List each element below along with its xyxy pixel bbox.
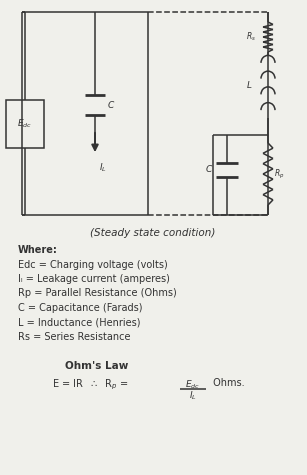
Text: C = Capacitance (Farads): C = Capacitance (Farads) bbox=[18, 303, 142, 313]
Text: $R_p$: $R_p$ bbox=[274, 168, 285, 180]
Text: L = Inductance (Henries): L = Inductance (Henries) bbox=[18, 317, 141, 327]
Text: Edc = Charging voltage (volts): Edc = Charging voltage (volts) bbox=[18, 259, 168, 269]
Text: Where:: Where: bbox=[18, 245, 58, 255]
Text: C: C bbox=[108, 101, 114, 110]
Text: Ohm's Law: Ohm's Law bbox=[65, 361, 128, 371]
Text: E = IR  $\therefore$  R$_p$ =: E = IR $\therefore$ R$_p$ = bbox=[52, 378, 128, 392]
Text: L: L bbox=[247, 82, 252, 91]
Text: Iₗ = Leakage current (amperes): Iₗ = Leakage current (amperes) bbox=[18, 274, 170, 284]
Text: Rp = Parallel Resistance (Ohms): Rp = Parallel Resistance (Ohms) bbox=[18, 288, 177, 298]
Text: C: C bbox=[206, 165, 212, 174]
Text: Ohms.: Ohms. bbox=[210, 379, 245, 389]
Text: $I_L$: $I_L$ bbox=[99, 161, 107, 173]
Text: $E_{dc}$: $E_{dc}$ bbox=[185, 379, 200, 391]
Text: Rs = Series Resistance: Rs = Series Resistance bbox=[18, 332, 130, 342]
Text: $R_s$: $R_s$ bbox=[246, 31, 256, 43]
Bar bbox=[6, 100, 44, 148]
Text: $I_L$: $I_L$ bbox=[189, 390, 197, 402]
Text: $E_{dc}$: $E_{dc}$ bbox=[17, 118, 33, 130]
Text: (Steady state condition): (Steady state condition) bbox=[90, 228, 216, 238]
